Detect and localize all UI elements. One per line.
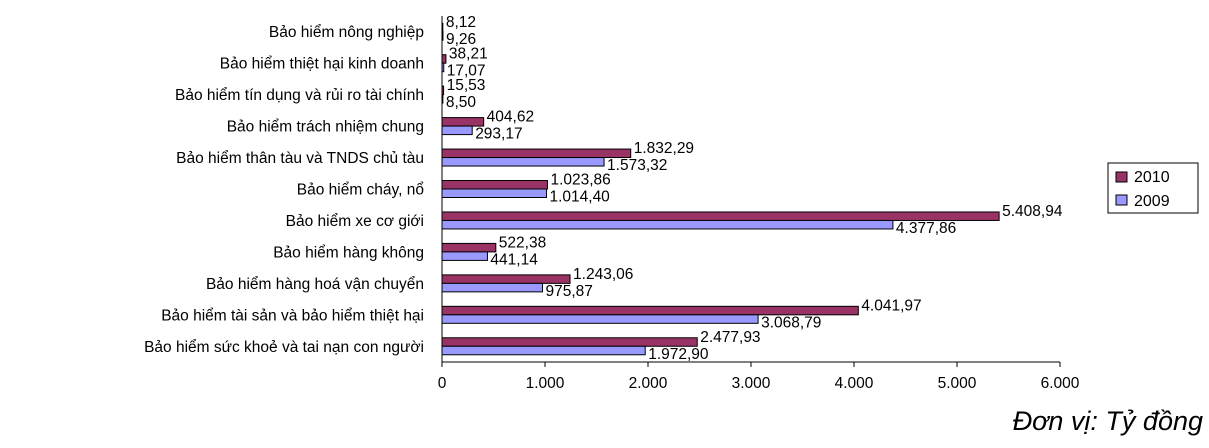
value-label-2010: 404,62 (487, 109, 534, 126)
category-label: Bảo hiểm hàng hoá vận chuyển (206, 276, 424, 293)
bar-2010 (441, 180, 548, 190)
bar-2009 (441, 157, 605, 167)
legend: 2010 2009 (1107, 162, 1199, 214)
category-label: Bảo hiểm tài sản và bảo hiểm thiệt hại (161, 307, 424, 324)
category-label: Bảo hiểm thiệt hại kinh doanh (220, 56, 424, 73)
value-label-2009: 8,50 (446, 94, 477, 111)
x-tick-label: 4.000 (835, 375, 874, 392)
x-tick-label: 2.000 (629, 375, 668, 392)
x-tick-label: 1.000 (526, 375, 565, 392)
category-label: Bảo hiểm tín dụng và rủi ro tài chính (175, 87, 424, 104)
x-axis-ticks: 0 1.000 2.000 3.000 4.000 5.000 6.000 (438, 362, 1080, 392)
category-label: Bảo hiểm thân tàu và TNDS chủ tàu (176, 150, 424, 167)
value-label-2009: 1.014,40 (549, 189, 610, 206)
value-label-2010: 4.041,97 (861, 297, 921, 314)
bar-2009 (441, 125, 473, 136)
unit-note: Đơn vị: Tỷ đồng (1012, 406, 1203, 436)
value-label-2009: 975,87 (546, 283, 593, 300)
value-label-2010: 8,12 (446, 14, 476, 31)
bar-2009 (441, 282, 544, 293)
bar-2009 (441, 251, 488, 261)
category-label: Bảo hiểm trách nhiệm chung (227, 119, 424, 136)
legend-swatch-2010 (1115, 171, 1128, 183)
value-label-2010: 5.408,94 (1002, 203, 1063, 220)
value-label-2009: 441,14 (490, 251, 538, 268)
bar-2009 (441, 314, 759, 324)
bar-2010 (441, 54, 447, 64)
value-label-2009: 4.377,86 (896, 220, 956, 237)
bar-2010 (441, 242, 497, 253)
value-label-2010: 522,38 (499, 234, 546, 251)
category-label: Bảo hiểm hàng không (273, 244, 424, 261)
value-label-2009: 293,17 (475, 126, 522, 143)
bar-2009 (441, 188, 547, 198)
value-label-2010: 2.477,93 (700, 329, 760, 346)
legend-label-2009: 2009 (1134, 193, 1170, 210)
x-tick-label: 5.000 (938, 375, 977, 392)
x-tick-label: 0 (438, 375, 447, 392)
value-label-2010: 1.243,06 (573, 266, 633, 283)
value-label-2010: 1.023,86 (550, 172, 610, 189)
legend-label-2010: 2010 (1134, 169, 1170, 186)
value-label-2010: 1.832,29 (634, 140, 694, 157)
value-label-2009: 1.573,32 (607, 157, 667, 174)
value-label-2009: 1.972,90 (648, 346, 709, 363)
bar-2009 (441, 219, 894, 230)
legend-swatch-2009 (1115, 194, 1128, 206)
category-labels: Bảo hiểm nông nghiệp Bảo hiểm thiệt hại k… (144, 24, 424, 356)
x-tick-label: 3.000 (732, 375, 771, 392)
value-label-2009: 9,26 (446, 31, 476, 48)
value-label-2010: 15,53 (447, 77, 486, 94)
category-label: Bảo hiểm sức khoẻ và tai nạn con người (144, 339, 424, 356)
category-label: Bảo hiểm xe cơ giới (286, 213, 424, 230)
value-label-2010: 38,21 (449, 46, 488, 63)
x-tick-label: 6.000 (1041, 375, 1080, 392)
category-label: Bảo hiểm nông nghiệp (269, 24, 424, 41)
bar-2009 (441, 345, 646, 356)
bar-2010 (441, 148, 632, 159)
value-label-2009: 3.068,79 (761, 314, 821, 331)
value-label-2009: 17,07 (447, 63, 486, 80)
category-label: Bảo hiểm cháy, nổ (297, 182, 424, 199)
